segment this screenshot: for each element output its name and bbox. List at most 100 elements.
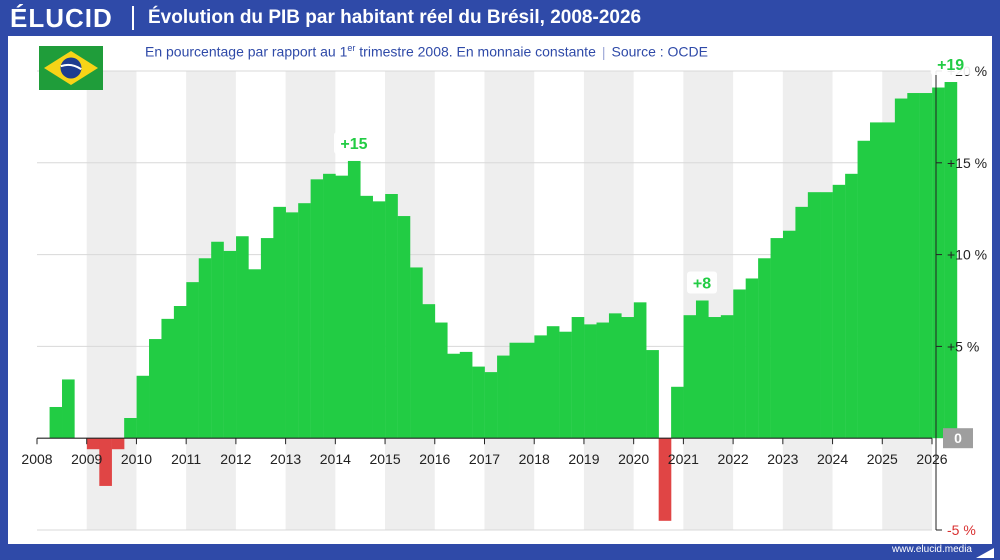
data-bar — [223, 250, 237, 439]
data-bar — [758, 258, 771, 439]
source-text: Source : OCDE — [611, 43, 708, 60]
subtitle-text: En pourcentage par rapport au 1 — [145, 43, 348, 60]
data-bar — [310, 179, 324, 439]
data-bar — [447, 353, 460, 439]
data-bar — [434, 322, 448, 439]
annotation-bg — [930, 53, 971, 76]
data-bar — [497, 355, 510, 439]
data-bar — [236, 236, 249, 439]
x-tick-label: 2008 — [21, 451, 52, 467]
x-tick-label: 2023 — [767, 451, 798, 467]
x-tick-label: 2021 — [668, 451, 699, 467]
data-bar — [521, 342, 535, 439]
data-bar — [869, 122, 883, 439]
annotation-bg — [687, 271, 718, 294]
data-bar — [807, 192, 821, 439]
brazil-flag-icon — [39, 46, 103, 90]
x-tick-label: 2017 — [469, 451, 500, 467]
data-bar — [136, 375, 150, 439]
x-tick-label: 2018 — [519, 451, 550, 467]
data-bar — [347, 160, 361, 439]
x-tick-label: 2016 — [419, 451, 450, 467]
data-bar — [99, 438, 112, 486]
data-bar — [260, 238, 274, 439]
x-tick-label: 2022 — [718, 451, 749, 467]
data-bar — [211, 241, 224, 439]
data-bar — [534, 335, 548, 439]
subtitle-superscript: er — [347, 43, 356, 53]
data-bar — [62, 379, 75, 439]
data-bar — [745, 278, 759, 439]
chart-panel: 2008 2009 2010 2011 2012 2013 2014 2015 2016 2017… — [8, 36, 992, 544]
data-bar — [882, 122, 896, 439]
data-bar — [559, 331, 572, 439]
x-tick-label: 2012 — [220, 451, 251, 467]
x-tick-label: 2025 — [867, 451, 898, 467]
data-bar — [919, 93, 933, 439]
x-tick-label: 2014 — [320, 451, 351, 467]
data-bar — [695, 300, 709, 439]
data-bar — [907, 93, 920, 439]
year-band — [583, 71, 634, 530]
data-bar — [795, 206, 809, 439]
data-bar — [161, 318, 175, 439]
data-bar — [484, 372, 498, 439]
data-bar — [397, 216, 411, 439]
data-bar — [608, 313, 622, 439]
data-bar — [733, 289, 746, 439]
x-tick-label: 2026 — [916, 451, 947, 467]
x-tick-label: 2015 — [369, 451, 400, 467]
data-bar — [124, 418, 137, 439]
data-bar — [298, 203, 311, 439]
chart-plot: 2008 2009 2010 2011 2012 2013 2014 2015 2016 2017… — [21, 53, 987, 538]
brand-mark-icon — [976, 548, 994, 558]
data-bar — [932, 87, 945, 439]
y-tick-label: -5 % — [947, 522, 976, 538]
data-bar — [782, 230, 796, 439]
data-bar — [360, 195, 373, 439]
x-tick-label: 2013 — [270, 451, 301, 467]
data-bar — [820, 192, 833, 439]
data-bar — [472, 366, 485, 439]
data-bar — [832, 184, 846, 439]
data-bar — [944, 82, 958, 439]
data-bar — [186, 282, 199, 439]
data-bar — [671, 386, 684, 439]
data-bar — [372, 201, 386, 439]
zero-label-badge — [943, 428, 973, 449]
data-bar — [410, 267, 423, 439]
header-divider — [132, 6, 134, 30]
data-bar — [273, 206, 286, 439]
x-tick-label: 2020 — [618, 451, 649, 467]
data-bar — [49, 406, 63, 439]
data-bar — [584, 324, 597, 439]
data-bar — [173, 306, 187, 439]
data-bar — [571, 317, 585, 439]
data-bar — [422, 304, 436, 439]
data-bar — [335, 175, 349, 439]
data-bar — [708, 317, 722, 439]
annotation-label: +8 — [693, 276, 711, 293]
website-footer[interactable]: www.elucid.media — [891, 544, 972, 555]
x-tick-label: 2024 — [817, 451, 848, 467]
chart-subtitle: En pourcentage par rapport au 1er trimes… — [145, 39, 708, 61]
data-bar — [459, 351, 473, 439]
brand-logo[interactable]: ÉLUCID — [10, 3, 113, 33]
header-bar: ÉLUCID Évolution du PIB par habitant rée… — [0, 0, 1000, 36]
data-bar — [845, 173, 858, 439]
subtitle-separator: | — [601, 43, 606, 60]
x-tick-label: 2019 — [568, 451, 599, 467]
subtitle-text-end: trimestre 2008. En monnaie constante — [355, 43, 596, 60]
data-bar — [509, 342, 523, 439]
x-tick-label: 2009 — [71, 451, 102, 467]
annotation-label: +19 — [937, 57, 964, 74]
annotation-bg — [333, 131, 374, 154]
year-band — [484, 71, 535, 530]
chart-title: Évolution du PIB par habitant réel du Br… — [148, 7, 642, 28]
y-tick-label: 0 — [954, 430, 962, 446]
data-bar — [857, 140, 871, 439]
annotation-label: +15 — [340, 136, 367, 153]
x-tick-label: 2010 — [121, 451, 152, 467]
data-bar — [385, 194, 398, 439]
